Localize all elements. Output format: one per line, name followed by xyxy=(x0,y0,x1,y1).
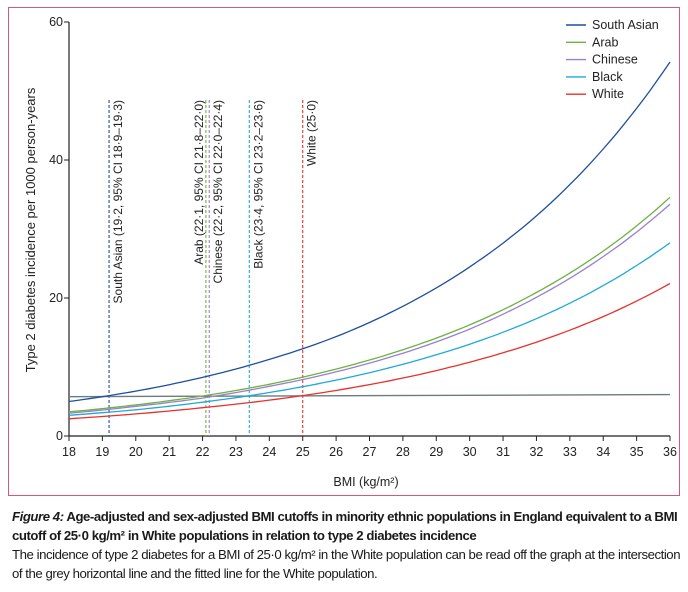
x-tick-label: 32 xyxy=(529,445,543,459)
legend-label: South Asian xyxy=(592,18,659,32)
figure-label: Figure 4: xyxy=(12,509,64,524)
caption-title: Figure 4: Age-adjusted and sex-adjusted … xyxy=(12,507,684,545)
reference-line-grey xyxy=(68,393,671,398)
x-tick-label: 25 xyxy=(296,445,310,459)
x-tick-label: 20 xyxy=(129,445,143,459)
y-tick-label: 40 xyxy=(49,153,63,167)
x-tick-label: 18 xyxy=(62,445,76,459)
legend-label: White xyxy=(592,87,624,101)
cutoff-lines: South Asian (19·2, 95% CI 18·9–19·3) Arab… xyxy=(108,100,319,436)
cutoff-label: Chinese (22·2, 95% CI 22·0–22·4) xyxy=(211,100,225,283)
series-line-white xyxy=(68,282,671,420)
series-line-south-asian xyxy=(68,61,671,403)
x-tick-label: 27 xyxy=(363,445,377,459)
bmi-diabetes-chart: 18 19 20 21 22 23 24 25 26 27 28 29 30 31 32 33 34 35 36 0 2… xyxy=(23,15,677,489)
cutoff-label: Black (23·4, 95% CI 23·2–23·6) xyxy=(251,100,265,269)
x-tick-label: 19 xyxy=(95,445,109,459)
y-axis-label: Type 2 diabetes incidence per 1000 perso… xyxy=(23,87,38,372)
x-tick-label: 31 xyxy=(496,445,510,459)
x-tick-label: 24 xyxy=(262,445,276,459)
x-tick-label: 33 xyxy=(563,445,577,459)
y-tick-label: 20 xyxy=(49,291,63,305)
x-tick-label: 34 xyxy=(596,445,610,459)
x-axis-label: BMI (kg/m²) xyxy=(333,475,398,489)
y-tick-label: 0 xyxy=(56,429,63,443)
cutoff-label: Arab (22·1, 95% CI 21·8–22·0) xyxy=(192,100,206,265)
x-tick-label: 23 xyxy=(229,445,243,459)
x-tick-label: 36 xyxy=(663,445,677,459)
series-line-black xyxy=(68,242,671,416)
figure-caption: Figure 4: Age-adjusted and sex-adjusted … xyxy=(12,507,684,583)
legend-label: Arab xyxy=(592,35,618,49)
curves xyxy=(68,61,671,420)
cutoff-label: South Asian (19·2, 95% CI 18·9–19·3) xyxy=(111,100,125,303)
y-tick-label: 60 xyxy=(49,15,63,29)
caption-title-text: Age-adjusted and sex-adjusted BMI cutoff… xyxy=(12,509,678,543)
series-line-chinese xyxy=(68,203,671,414)
x-tick-label: 28 xyxy=(396,445,410,459)
x-tick-label: 21 xyxy=(162,445,176,459)
legend-label: Black xyxy=(592,70,623,84)
x-tick-label: 35 xyxy=(630,445,644,459)
legend: South Asian Arab Chinese Black White xyxy=(566,18,659,101)
axes: 18 19 20 21 22 23 24 25 26 27 28 29 30 31 32 33 34 35 36 0 2… xyxy=(49,15,677,459)
caption-body: The incidence of type 2 diabetes for a B… xyxy=(12,547,681,581)
x-tick-label: 29 xyxy=(429,445,443,459)
series-line-arab xyxy=(68,196,671,413)
x-tick-label: 26 xyxy=(329,445,343,459)
figure-frame xyxy=(8,7,680,496)
x-tick-label: 30 xyxy=(463,445,477,459)
cutoff-label: White (25·0) xyxy=(305,100,319,166)
x-tick-label: 22 xyxy=(196,445,210,459)
legend-label: Chinese xyxy=(592,53,638,67)
